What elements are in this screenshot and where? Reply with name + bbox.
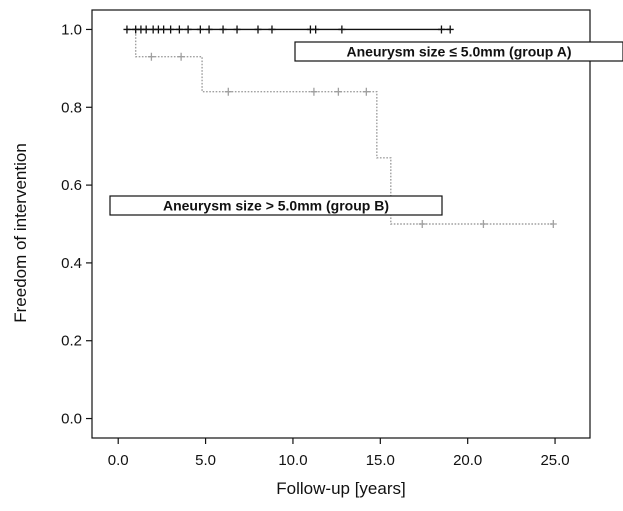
censor-mark-group-a (142, 25, 150, 34)
censor-mark-group-b (147, 52, 155, 61)
x-axis-title: Follow-up [years] (276, 479, 405, 498)
plot-frame (91, 9, 591, 439)
y-tick-label: 1.0 (61, 21, 82, 38)
x-tick-label: 15.0 (366, 452, 395, 469)
censor-mark-group-a (437, 25, 445, 34)
y-tick-label: 0.8 (61, 99, 82, 116)
y-tick-label: 0.6 (61, 177, 82, 194)
x-tick-label: 0.0 (108, 452, 129, 469)
censor-mark-group-a (196, 25, 204, 34)
censor-mark-group-a (184, 25, 192, 34)
censor-mark-group-a (312, 25, 320, 34)
censor-mark-group-b (418, 220, 426, 228)
censor-mark-group-a (175, 25, 183, 34)
censor-mark-group-b (334, 87, 342, 96)
series-layer (123, 25, 557, 228)
x-tick-label: 10.0 (278, 452, 307, 469)
censor-mark-group-a (205, 25, 213, 34)
y-axis: 0.0 0.2 0.4 0.6 0.8 1.0 (61, 21, 92, 428)
censor-mark-group-a (446, 25, 454, 34)
x-tick-label: 20.0 (453, 452, 482, 469)
censor-mark-group-a (219, 25, 227, 34)
series-line-group-b (133, 28, 554, 225)
legend-label: Aneurysm size > 5.0mm (group B) (163, 198, 389, 214)
censor-mark-group-a (160, 25, 168, 34)
legend-label: Aneurysm size ≤ 5.0mm (group A) (347, 44, 572, 60)
censor-mark-group-b (310, 87, 318, 96)
y-tick-label: 0.2 (61, 333, 82, 350)
censor-mark-group-a (233, 25, 241, 34)
censor-mark-group-a (123, 25, 131, 34)
legend-layer: Aneurysm size ≤ 5.0mm (group A) Aneurysm … (109, 41, 623, 216)
censor-mark-group-b (224, 87, 232, 96)
x-tick-label: 5.0 (195, 452, 216, 469)
censor-mark-group-a (338, 25, 346, 34)
y-tick-label: 0.4 (61, 255, 82, 272)
legend-box (294, 41, 623, 62)
censor-mark-group-a (268, 25, 276, 34)
censor-mark-group-b (549, 220, 557, 228)
legend-box (109, 195, 443, 216)
y-tick-label: 0.0 (61, 411, 82, 428)
censor-mark-group-b (362, 87, 370, 96)
censor-mark-group-b (479, 220, 487, 228)
censor-mark-group-a (254, 25, 262, 34)
x-tick-label: 25.0 (540, 452, 569, 469)
censor-mark-group-b (177, 52, 185, 61)
y-axis-title: Freedom of intervention (11, 143, 30, 323)
x-axis: 0.0 5.0 10.0 15.0 20.0 25.0 (108, 438, 570, 469)
censor-mark-group-a (167, 25, 175, 34)
